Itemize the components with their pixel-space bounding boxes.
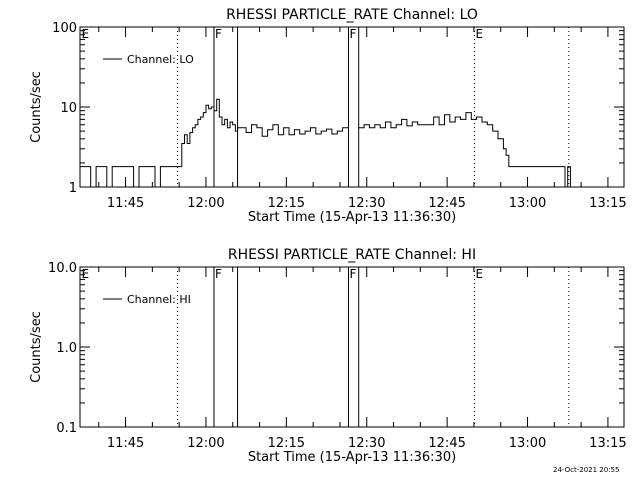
chart2-title: RHESSI PARTICLE_RATE Channel: HI: [228, 247, 476, 263]
chart1-x-tick-label: 11:45: [107, 196, 144, 211]
chart2-y-tick-label: 1.0: [56, 341, 77, 356]
chart1-y-tick-label: 10: [60, 101, 77, 116]
chart1-y-tick-label: 100: [52, 21, 77, 36]
chart1-x-tick-label: 12:30: [348, 196, 385, 211]
chart1-x-tick-label: 12:00: [187, 196, 224, 211]
chart2-y-axis-label: Counts/sec: [29, 311, 44, 383]
chart2-x-tick-label: 12:00: [187, 436, 224, 451]
chart1-event-marker-label: F: [215, 27, 222, 41]
chart1-event-marker-label: E: [475, 27, 483, 41]
chart2-x-tick-label: 11:45: [107, 436, 144, 451]
chart1-x-axis-label: Start Time (15-Apr-13 11:36:30): [248, 210, 456, 225]
chart2-event-marker-label: F: [350, 267, 357, 281]
chart1-title: RHESSI PARTICLE_RATE Channel: LO: [226, 7, 478, 23]
chart2-event-marker-label: E: [82, 267, 90, 281]
chart2-x-tick-label: 13:00: [509, 436, 546, 451]
chart2-y-tick-label: 10.0: [48, 261, 77, 276]
chart2-x-tick-label: 12:15: [268, 436, 305, 451]
chart2-x-tick-label: 12:45: [428, 436, 465, 451]
chart1-x-tick-label: 12:15: [268, 196, 305, 211]
chart2-legend-label: Channel: HI: [127, 293, 191, 306]
chart2-event-marker-label: F: [215, 267, 222, 281]
chart2-x-tick-label: 12:30: [348, 436, 385, 451]
chart1-event-marker-label: E: [82, 27, 90, 41]
chart2-event-marker-label: E: [475, 267, 483, 281]
footer-timestamp: 24-Oct-2021 20:55: [553, 466, 620, 474]
chart2-plot-frame: [79, 266, 625, 428]
chart1-event-marker-label: F: [350, 27, 357, 41]
chart1-x-tick-label: 12:45: [428, 196, 465, 211]
chart2-y-tick-label: 0.1: [56, 421, 77, 436]
chart1-x-tick-label: 13:00: [509, 196, 546, 211]
chart2-x-tick-label: 13:15: [589, 436, 626, 451]
chart1-x-tick-label: 13:15: [589, 196, 626, 211]
chart1-legend-label: Channel: LO: [127, 53, 194, 66]
chart1-y-tick-label: 1: [69, 181, 77, 196]
chart2-x-axis-label: Start Time (15-Apr-13 11:36:30): [248, 450, 456, 465]
chart1-y-axis-label: Counts/sec: [29, 71, 44, 143]
chart1-series-line: [80, 98, 571, 188]
chart1-plot-frame: [79, 26, 625, 188]
